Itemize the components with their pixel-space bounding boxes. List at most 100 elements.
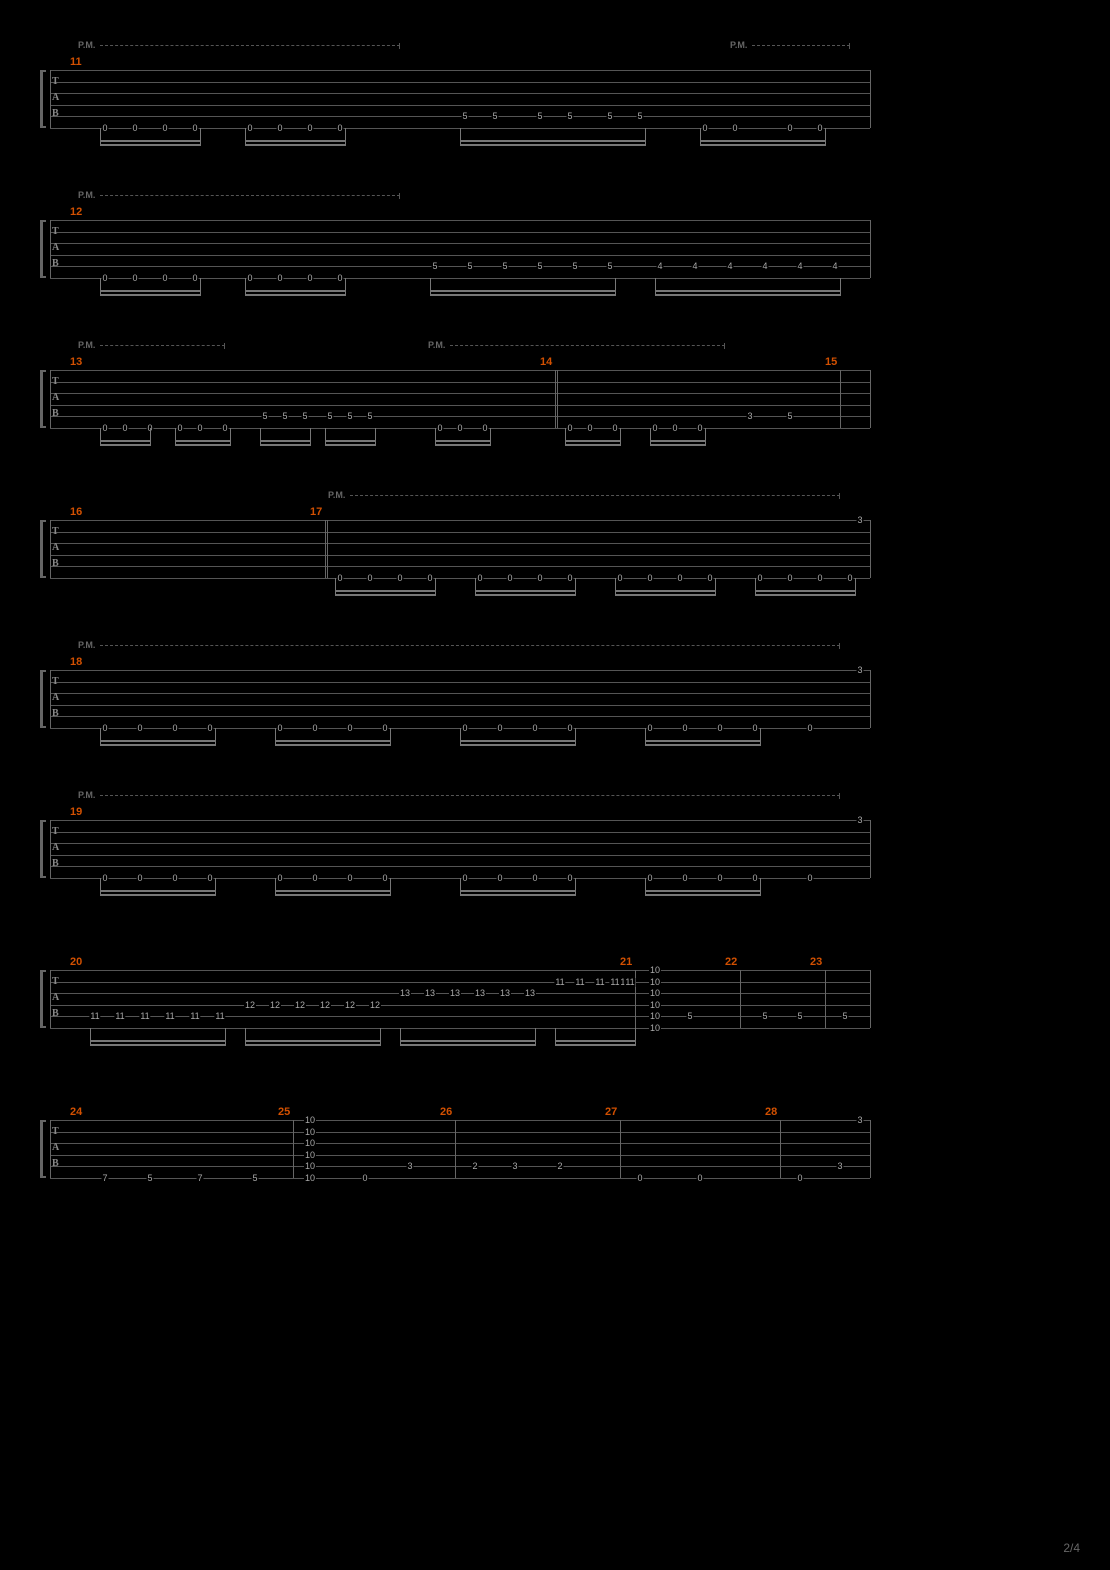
fret-number: 13 <box>499 989 511 998</box>
measure-number: 28 <box>765 1106 777 1118</box>
fret-number: 3 <box>856 666 863 675</box>
stem <box>230 428 231 446</box>
fret-number: 13 <box>524 989 536 998</box>
beam <box>650 440 705 442</box>
fret-number: 5 <box>366 412 373 421</box>
fret-number: 0 <box>671 424 678 433</box>
beam <box>100 440 150 442</box>
stem <box>175 428 176 446</box>
stem <box>390 878 391 896</box>
fret-number: 0 <box>846 574 853 583</box>
fret-number: 5 <box>146 1174 153 1183</box>
beam <box>175 444 230 446</box>
palm-mute-line <box>100 795 840 796</box>
barline <box>870 520 871 578</box>
beam <box>755 590 855 592</box>
palm-mute-label: P.M. <box>78 790 95 800</box>
beam <box>460 740 575 742</box>
fret-number: 0 <box>616 574 623 583</box>
fret-number: 13 <box>474 989 486 998</box>
fret-number: 5 <box>536 262 543 271</box>
measure-number: 18 <box>70 656 82 668</box>
beam <box>645 740 760 742</box>
staff-line <box>50 405 870 406</box>
beam <box>260 440 310 442</box>
staff-bracket <box>40 1120 46 1178</box>
fret-number: 5 <box>786 412 793 421</box>
measure-number: 25 <box>278 1106 290 1118</box>
fret-number: 3 <box>856 816 863 825</box>
fret-number: 0 <box>101 274 108 283</box>
staff-line <box>50 70 870 71</box>
stem <box>100 878 101 896</box>
fret-number: 11 <box>139 1012 150 1021</box>
fret-number: 13 <box>449 989 461 998</box>
tab-system: P.M.1617TAB00000000000000003 <box>30 490 1080 598</box>
stem <box>275 728 276 746</box>
staff-bracket <box>40 670 46 728</box>
stem <box>575 728 576 746</box>
barline <box>870 1120 871 1178</box>
fret-number: 0 <box>346 874 353 883</box>
stem <box>460 728 461 746</box>
fret-number: 5 <box>761 1012 768 1021</box>
tab-system: P.M.12TAB00000000555555444444 <box>30 190 1080 298</box>
tab-staff: TAB00000000555555444444 <box>50 220 870 278</box>
fret-number: 12 <box>369 1001 381 1010</box>
fret-number: 0 <box>751 724 758 733</box>
fret-number: 0 <box>336 574 343 583</box>
fret-number: 5 <box>466 262 473 271</box>
barline <box>50 970 51 1028</box>
staff-line <box>50 278 870 279</box>
tab-staff: TAB00000000000000003 <box>50 520 870 578</box>
fret-number: 0 <box>246 274 253 283</box>
fret-number: 0 <box>436 424 443 433</box>
tab-clef-letter: T <box>52 226 59 237</box>
tab-clef-letter: B <box>52 108 59 119</box>
beam <box>615 594 715 596</box>
tab-clef-letter: A <box>52 692 59 703</box>
stem <box>430 278 431 296</box>
tab-system: 20212223TAB11111111111112121212121213131… <box>30 940 1080 1048</box>
fret-number: 0 <box>101 724 108 733</box>
staff-line <box>50 255 870 256</box>
fret-number: 0 <box>276 124 283 133</box>
stem <box>375 428 376 446</box>
tab-clef-letter: T <box>52 976 59 987</box>
fret-number: 5 <box>606 262 613 271</box>
measure-number: 12 <box>70 206 82 218</box>
barline <box>325 520 328 578</box>
barline <box>840 370 841 428</box>
staff-line <box>50 105 870 106</box>
beam <box>245 1044 380 1046</box>
fret-number: 0 <box>681 724 688 733</box>
fret-number: 12 <box>344 1001 356 1010</box>
measure-number: 24 <box>70 1106 82 1118</box>
fret-number: 0 <box>756 574 763 583</box>
measure-number: 17 <box>310 506 322 518</box>
fret-number: 5 <box>461 112 468 121</box>
stem <box>700 128 701 146</box>
palm-mute-line <box>100 645 840 646</box>
fret-number: 0 <box>796 1174 803 1183</box>
beam <box>650 444 705 446</box>
palm-mute-label: P.M. <box>78 340 95 350</box>
beam <box>755 594 855 596</box>
stem <box>100 728 101 746</box>
staff-line <box>50 716 870 717</box>
fret-number: 0 <box>311 874 318 883</box>
measure-number: 23 <box>810 956 822 968</box>
fret-number: 11 <box>574 978 585 987</box>
fret-number: 0 <box>731 124 738 133</box>
stem <box>245 278 246 296</box>
fret-number: 0 <box>336 124 343 133</box>
fret-number: 10 <box>304 1174 316 1183</box>
fret-number: 4 <box>726 262 733 271</box>
fret-number: 0 <box>346 724 353 733</box>
stem <box>760 728 761 746</box>
measure-number: 26 <box>440 1106 452 1118</box>
fret-number: 0 <box>566 874 573 883</box>
beam <box>655 290 840 292</box>
stem <box>380 1028 381 1046</box>
fret-number: 0 <box>531 724 538 733</box>
